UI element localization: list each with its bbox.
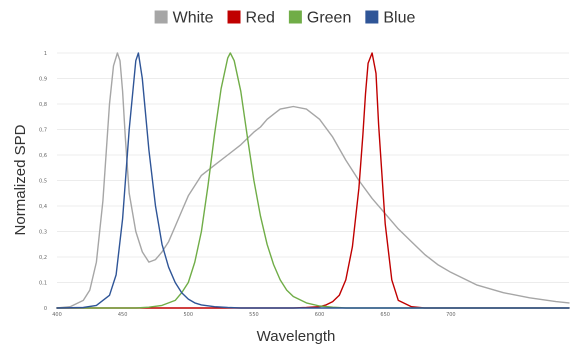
- x-axis-title: Wavelength: [257, 328, 336, 345]
- y-tick-label: 0,6: [39, 153, 47, 159]
- legend-swatch: [365, 10, 379, 24]
- y-tick-label: 0,7: [39, 128, 47, 134]
- series-line-white: [56, 52, 570, 309]
- y-axis-ticks: 0 0,1 0,2 0,3 0,4 0,5 0,6 0,7 0,8 0,9 1: [39, 51, 47, 312]
- legend-swatch: [154, 10, 168, 24]
- legend-label: Red: [246, 10, 275, 27]
- legend-item-red: Red: [227, 10, 275, 27]
- legend-item-white: White: [154, 10, 214, 27]
- legend-item-green: Green: [288, 10, 351, 27]
- x-axis-ticks: 400 450 500 550 600 650 700: [52, 312, 455, 318]
- series-line-red: [56, 52, 570, 309]
- y-tick-label: 1: [44, 51, 47, 57]
- x-tick-label: 700: [446, 312, 456, 318]
- legend-item-blue: Blue: [365, 10, 415, 27]
- x-tick-label: 400: [52, 312, 62, 318]
- y-tick-label: 0,4: [39, 204, 47, 210]
- gridlines: [57, 52, 569, 309]
- y-tick-label: 0,5: [39, 179, 47, 185]
- legend-label: Green: [307, 10, 351, 27]
- y-tick-label: 0,9: [39, 77, 47, 83]
- x-tick-label: 450: [118, 312, 128, 318]
- x-tick-label: 600: [315, 312, 325, 318]
- x-tick-label: 550: [249, 312, 259, 318]
- y-axis-title: Normalized SPD: [12, 124, 29, 235]
- y-tick-label: 0,2: [39, 255, 47, 261]
- legend-swatch: [227, 10, 241, 24]
- y-tick-label: 0,1: [39, 281, 47, 287]
- series-lines: [56, 52, 570, 309]
- legend-label: White: [173, 10, 214, 27]
- y-tick-label: 0,8: [39, 102, 47, 108]
- x-tick-label: 500: [184, 312, 194, 318]
- series-line-green: [56, 52, 570, 309]
- legend-swatch: [288, 10, 302, 24]
- legend-label: Blue: [383, 10, 415, 27]
- y-tick-label: 0: [44, 306, 47, 312]
- series-line-blue: [56, 52, 570, 309]
- x-tick-label: 650: [380, 312, 390, 318]
- y-tick-label: 0,3: [39, 230, 47, 236]
- legend: White Red Green Blue: [154, 10, 415, 27]
